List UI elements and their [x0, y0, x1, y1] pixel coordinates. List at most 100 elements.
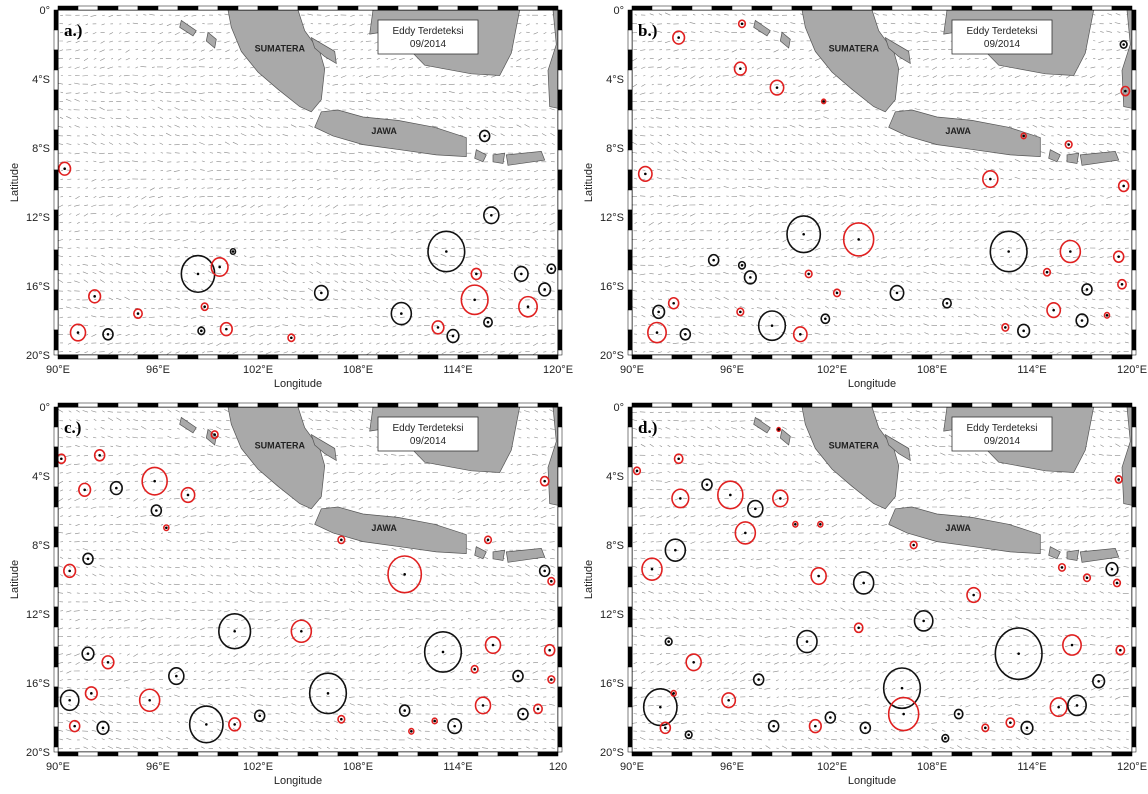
cyclonic-eddy-contour [1057, 562, 1067, 572]
frame-bar [1131, 406, 1137, 428]
anticyclonic-eddy-contour [796, 629, 818, 654]
eddy-center [739, 67, 742, 70]
cyclonic-eddy-contour [200, 302, 209, 312]
eddy-center [674, 548, 677, 552]
cyclonic-eddy-contour [180, 486, 196, 504]
eddy-center [1075, 704, 1079, 707]
frame-bar [397, 354, 419, 360]
frame-bar [627, 606, 633, 628]
frame-bar [437, 751, 459, 757]
eddy-center [1117, 478, 1120, 481]
eddy-center [740, 22, 744, 26]
siberut-island [779, 428, 791, 446]
frame-bar [1131, 526, 1137, 548]
anticyclonic-eddy-contour [218, 613, 252, 650]
eddy-center [436, 326, 440, 329]
eddy-center [1025, 726, 1029, 730]
frame-bar [627, 506, 633, 528]
eddy-center [475, 272, 478, 276]
y-tick-label: 4°S [32, 471, 50, 483]
cyclonic-eddy-contour [1020, 132, 1027, 140]
eddy-center [165, 526, 168, 530]
eddy-center [486, 320, 490, 324]
cyclonic-eddy-contour [533, 703, 543, 715]
cyclonic-eddy-contour [734, 521, 757, 545]
eddy-center [148, 698, 151, 702]
anticyclonic-eddy-contour [1119, 40, 1128, 49]
eddy-center [1115, 581, 1119, 585]
frame-bar [557, 49, 563, 71]
frame-bar [1131, 109, 1137, 131]
eddy-center [200, 329, 203, 333]
eddy-center [1080, 319, 1084, 322]
jawa-island [314, 506, 467, 554]
frame-bar [557, 526, 563, 548]
eddy-center [403, 573, 406, 576]
cyclonic-eddy-contour [58, 161, 72, 176]
frame-bar [911, 354, 933, 360]
frame-bar [177, 5, 199, 11]
eddy-center [1120, 282, 1124, 286]
eddy-center [203, 305, 206, 309]
eddy-center [835, 291, 839, 295]
frame-bar [277, 402, 299, 408]
frame-bar [931, 402, 953, 408]
frame-bar [631, 354, 653, 360]
frame-bar [1131, 129, 1137, 151]
eddy-center [473, 298, 476, 302]
frame-bar [53, 586, 59, 608]
frame-bar [77, 751, 99, 757]
x-tick-label: 102°E [243, 761, 273, 773]
frame-bar [1131, 726, 1137, 748]
eddy-center [326, 692, 330, 695]
anticyclonic-eddy-contour [701, 478, 713, 491]
cyclonic-eddy-contour [138, 688, 161, 713]
eddy-center [799, 333, 802, 336]
legend-date: 09/2014 [410, 39, 447, 50]
frame-bar [377, 751, 399, 757]
anticyclonic-eddy-contour [913, 610, 934, 632]
y-tick-label: 0° [39, 402, 50, 414]
frame-bar [157, 354, 179, 360]
frame-bar [557, 506, 563, 528]
eddy-center [817, 574, 820, 578]
eddy-center [777, 428, 780, 431]
frame-bar [1111, 402, 1133, 408]
anticyclonic-eddy-contour [679, 327, 692, 341]
frame-bar [117, 751, 139, 757]
frame-bar [751, 5, 773, 11]
frame-bar [1091, 402, 1113, 408]
y-tick-label: 12°S [26, 609, 50, 621]
cyclonic-eddy-contour [842, 222, 875, 257]
y-tick-label: 0° [39, 5, 50, 17]
frame-bar [627, 49, 633, 71]
eddy-center [902, 712, 905, 716]
eddy-center [225, 327, 228, 331]
frame-bar [497, 354, 519, 360]
eddy-center [667, 640, 670, 643]
anticyclonic-eddy-contour [1081, 283, 1093, 296]
sumatera-island [227, 407, 326, 510]
frame-bar [931, 751, 953, 757]
eddy-center [550, 579, 553, 583]
eddy-center [692, 661, 695, 664]
frame-bar [1131, 626, 1137, 648]
frame-bar [711, 402, 733, 408]
frame-bar [627, 189, 633, 211]
land-label: SUMATERA [829, 43, 880, 53]
cyclonic-eddy-contour [1120, 85, 1131, 97]
eddy-center [491, 643, 495, 647]
frame-bar [1131, 169, 1137, 191]
cyclonic-eddy-contour [1112, 250, 1125, 263]
anticyclonic-eddy-contour [994, 627, 1043, 681]
anticyclonic-eddy-contour [188, 705, 224, 744]
cyclonic-eddy-contour [1112, 578, 1122, 588]
eddy-center [744, 531, 747, 535]
frame-bar [417, 5, 439, 11]
frame-bar [1111, 5, 1133, 11]
frame-bar [1031, 354, 1053, 360]
anticyclonic-eddy-contour [707, 253, 720, 267]
frame-bar [871, 354, 893, 360]
frame-bar [1131, 486, 1137, 508]
